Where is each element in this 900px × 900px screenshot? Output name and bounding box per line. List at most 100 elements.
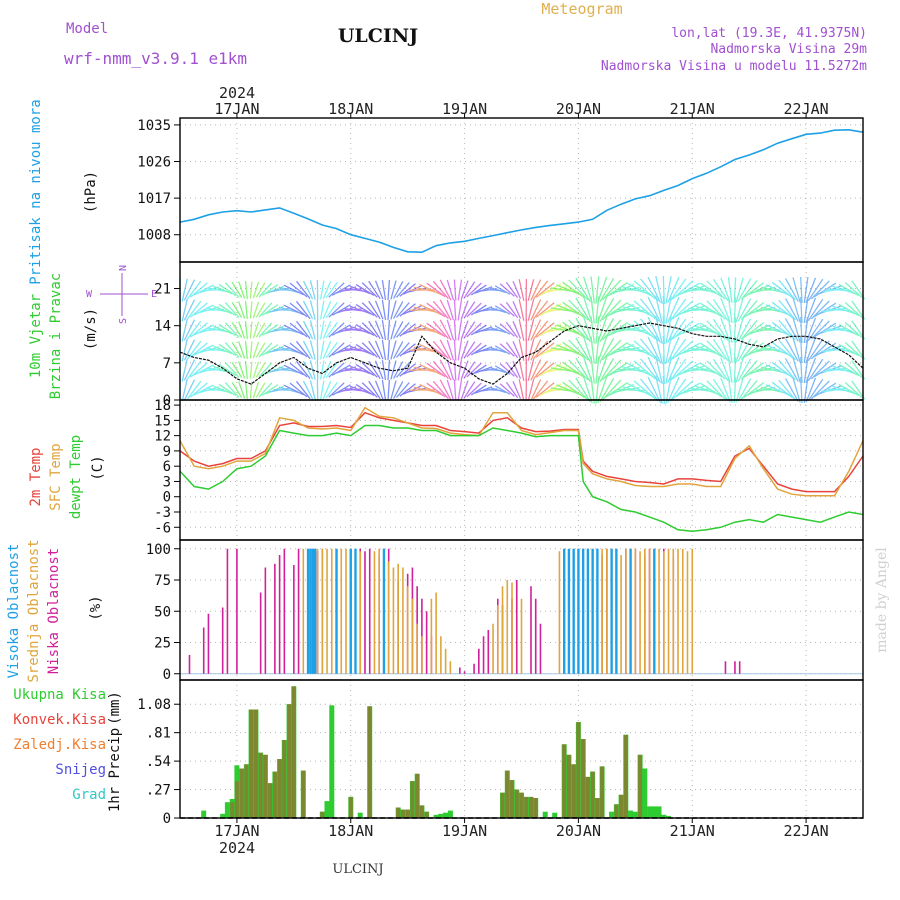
wind-barb xyxy=(699,302,723,318)
wind-barb xyxy=(457,339,463,361)
wind-barb xyxy=(231,322,243,338)
wind-barb xyxy=(466,282,482,298)
wind-barb xyxy=(662,295,665,325)
wind-barb xyxy=(785,318,799,342)
wind-barb xyxy=(575,377,591,403)
wind-barb xyxy=(183,319,196,341)
wind-barb xyxy=(331,304,351,316)
wind-barb xyxy=(599,377,615,403)
wind-barb xyxy=(556,364,582,376)
wind-barb xyxy=(325,301,338,319)
wind-ytick-label: 7 xyxy=(163,356,171,372)
wind-barb xyxy=(655,355,663,385)
wind-barb xyxy=(562,281,586,299)
compass-w-label: W xyxy=(86,289,93,300)
wind-barb xyxy=(249,301,253,319)
top-date-label: 17JAN xyxy=(214,100,259,118)
wind-barb xyxy=(331,384,351,396)
wind-barb xyxy=(778,299,796,321)
temperature-frame xyxy=(179,399,864,541)
wind-barb xyxy=(771,281,793,299)
wind-barb xyxy=(466,342,482,358)
wind-barb xyxy=(244,380,248,400)
cloud-axis-title-high: Visoka Oblacnost xyxy=(6,544,22,679)
wind-barb xyxy=(432,280,449,300)
wind-barb xyxy=(518,319,525,341)
wind-barb xyxy=(432,320,449,340)
wind-barb xyxy=(530,379,542,401)
wind-barb xyxy=(218,303,237,317)
bottom-date-label: 22JAN xyxy=(784,822,829,840)
wind-barb xyxy=(765,304,790,316)
wind-barb xyxy=(439,359,452,381)
wind-barb xyxy=(325,321,338,339)
convective-precip-bar xyxy=(277,759,282,818)
wind-barb xyxy=(213,325,233,335)
wind-barb xyxy=(460,380,469,400)
wind-barb xyxy=(252,361,260,379)
wind-barb xyxy=(712,298,729,322)
wind-barb xyxy=(792,297,801,323)
wind-barb xyxy=(838,303,859,317)
wind-barb xyxy=(252,341,260,359)
wind-barb xyxy=(325,341,338,359)
wind-barb xyxy=(213,385,233,395)
wind-barb xyxy=(805,317,817,343)
wind-barb xyxy=(832,285,856,295)
wind-barb xyxy=(838,383,859,397)
wind-barb xyxy=(706,300,726,320)
wind-barb xyxy=(575,317,591,343)
wind-barb xyxy=(669,338,687,362)
temperature-ytick-label: 0 xyxy=(163,490,171,506)
wind-barb xyxy=(187,360,202,380)
wind-barb xyxy=(807,298,824,322)
wind-barb xyxy=(838,343,859,357)
wind-barb xyxy=(807,338,824,362)
total-precip-bar xyxy=(661,814,667,818)
wind-barb xyxy=(283,384,304,396)
wind-barb xyxy=(349,345,371,355)
year-bottom: 2024 xyxy=(219,839,255,857)
wind-barb xyxy=(278,386,300,394)
wind-barb xyxy=(733,377,737,403)
lonlat-text: lon,lat (19.3E, 41.9375N) xyxy=(671,26,867,41)
wind-barb xyxy=(669,298,687,322)
wind-barb xyxy=(805,377,817,403)
wind-barb xyxy=(743,382,765,398)
wind-barb xyxy=(374,320,384,340)
wind-barb xyxy=(213,285,233,295)
wind-barb xyxy=(218,363,237,377)
wind-barb xyxy=(575,297,591,323)
wind-barb xyxy=(844,282,863,298)
pressure-axis-title: Pritisak na nivou mora xyxy=(28,99,44,284)
total-precip-bar xyxy=(628,810,634,818)
wind-barb xyxy=(387,299,391,321)
wind-barb xyxy=(302,340,314,360)
convective-precip-bar xyxy=(566,754,571,818)
wind-barb xyxy=(399,323,416,337)
wind-barb xyxy=(181,338,188,362)
temp-axis-title-dewpt: dewpt Temp xyxy=(68,435,84,519)
wind-barb xyxy=(319,360,325,380)
wind-barb xyxy=(181,318,188,342)
dewpoint-line xyxy=(179,424,864,533)
wind-barb xyxy=(518,279,525,301)
wind-barb xyxy=(805,277,817,303)
wind-axis-unit: (m/s) xyxy=(83,308,99,350)
wind-barb xyxy=(258,282,273,298)
top-date-label: 20JAN xyxy=(556,100,601,118)
wind-barb xyxy=(361,302,378,318)
wind-barb xyxy=(665,276,672,304)
wind-barb xyxy=(499,383,515,397)
wind-barb xyxy=(512,301,522,319)
wind-barb xyxy=(261,304,279,316)
wind-barb xyxy=(463,321,476,339)
wind-barb xyxy=(460,340,469,360)
wind-barb xyxy=(527,319,535,341)
wind-barb xyxy=(374,340,384,360)
compass-e-label: E xyxy=(151,289,157,300)
wind-barb xyxy=(489,306,507,314)
wind-barb xyxy=(331,364,351,376)
meteogram-label: Meteogram xyxy=(541,0,622,18)
wind-barb xyxy=(374,380,384,400)
